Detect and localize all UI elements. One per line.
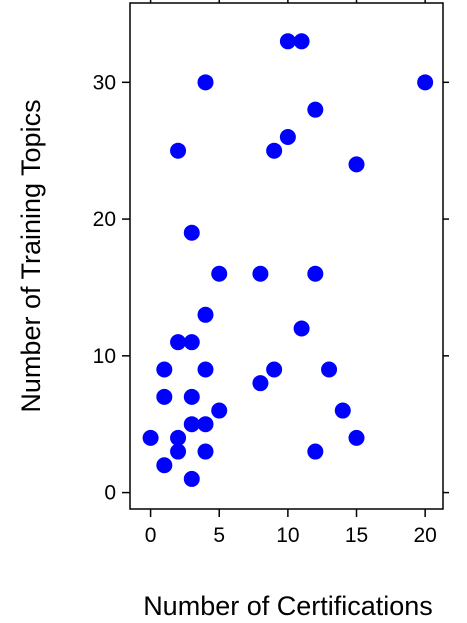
data-point <box>183 470 200 487</box>
x-tick-label: 10 <box>276 524 299 547</box>
data-point <box>307 443 324 460</box>
y-tick-label: 10 <box>93 345 116 368</box>
data-point <box>156 388 173 405</box>
data-point <box>211 265 228 282</box>
data-point <box>156 361 173 378</box>
x-axis-title: Number of Certifications <box>143 591 433 621</box>
y-axis: 0 10 20 30 <box>93 71 449 505</box>
data-point <box>266 142 283 159</box>
x-tick-label: 15 <box>345 524 368 547</box>
data-point <box>197 361 214 378</box>
data-point <box>197 74 214 91</box>
x-axis: 0 5 10 15 20 <box>145 0 437 547</box>
y-axis-title: Number of Training Topics <box>16 99 46 412</box>
data-point <box>183 334 200 351</box>
data-point <box>252 375 269 392</box>
data-point <box>197 306 214 323</box>
data-point <box>279 129 296 146</box>
x-tick-label: 0 <box>145 524 157 547</box>
data-point <box>170 443 187 460</box>
data-points <box>142 33 434 487</box>
data-point <box>183 224 200 241</box>
data-point <box>211 402 228 419</box>
data-point <box>183 388 200 405</box>
data-point <box>266 361 283 378</box>
data-point <box>197 443 214 460</box>
data-point <box>348 429 365 446</box>
data-point <box>307 265 324 282</box>
x-tick-label: 5 <box>213 524 225 547</box>
data-point <box>170 334 187 351</box>
data-point <box>293 33 310 50</box>
data-point <box>293 320 310 337</box>
data-point <box>197 416 214 433</box>
y-tick-label: 0 <box>104 482 116 505</box>
data-point <box>170 142 187 159</box>
data-point <box>142 429 159 446</box>
data-point <box>321 361 338 378</box>
x-tick-label: 20 <box>413 524 436 547</box>
data-point <box>156 457 173 474</box>
plot-frame <box>129 2 444 510</box>
data-point <box>183 416 200 433</box>
data-point <box>279 33 296 50</box>
data-point <box>170 429 187 446</box>
data-point <box>334 402 351 419</box>
data-point <box>252 265 269 282</box>
y-tick-label: 30 <box>93 71 116 94</box>
data-point <box>348 156 365 173</box>
data-point <box>307 101 324 118</box>
data-point <box>417 74 434 91</box>
y-tick-label: 20 <box>93 208 116 231</box>
